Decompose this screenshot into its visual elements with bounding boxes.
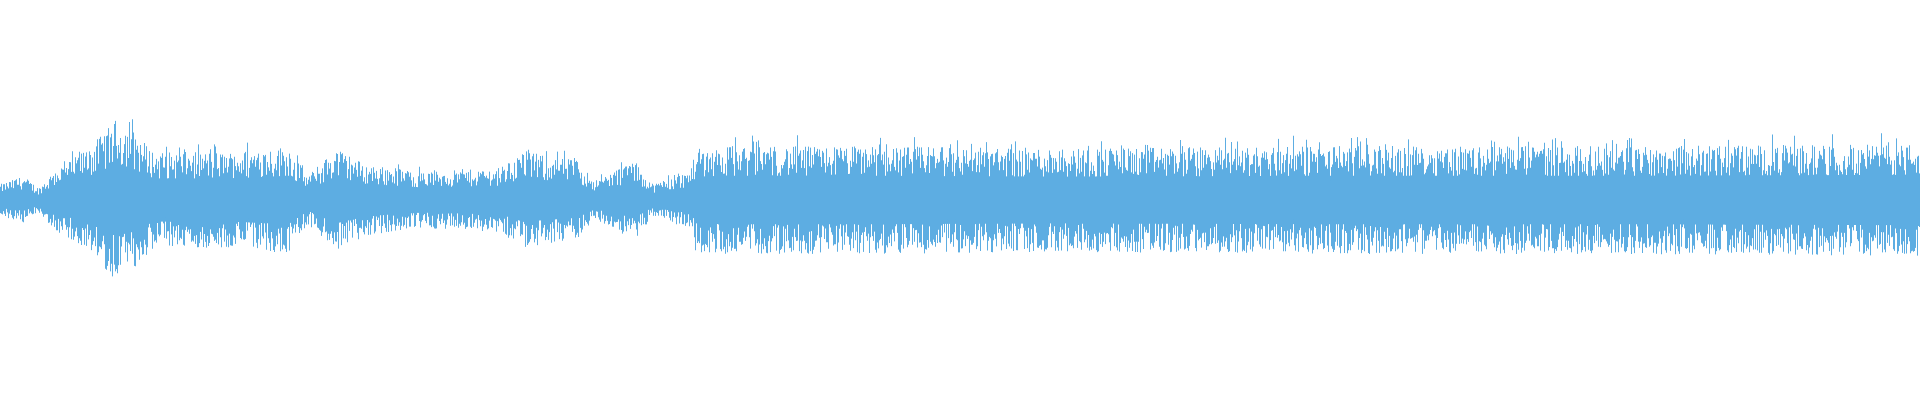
waveform-bars: [0, 119, 1920, 277]
